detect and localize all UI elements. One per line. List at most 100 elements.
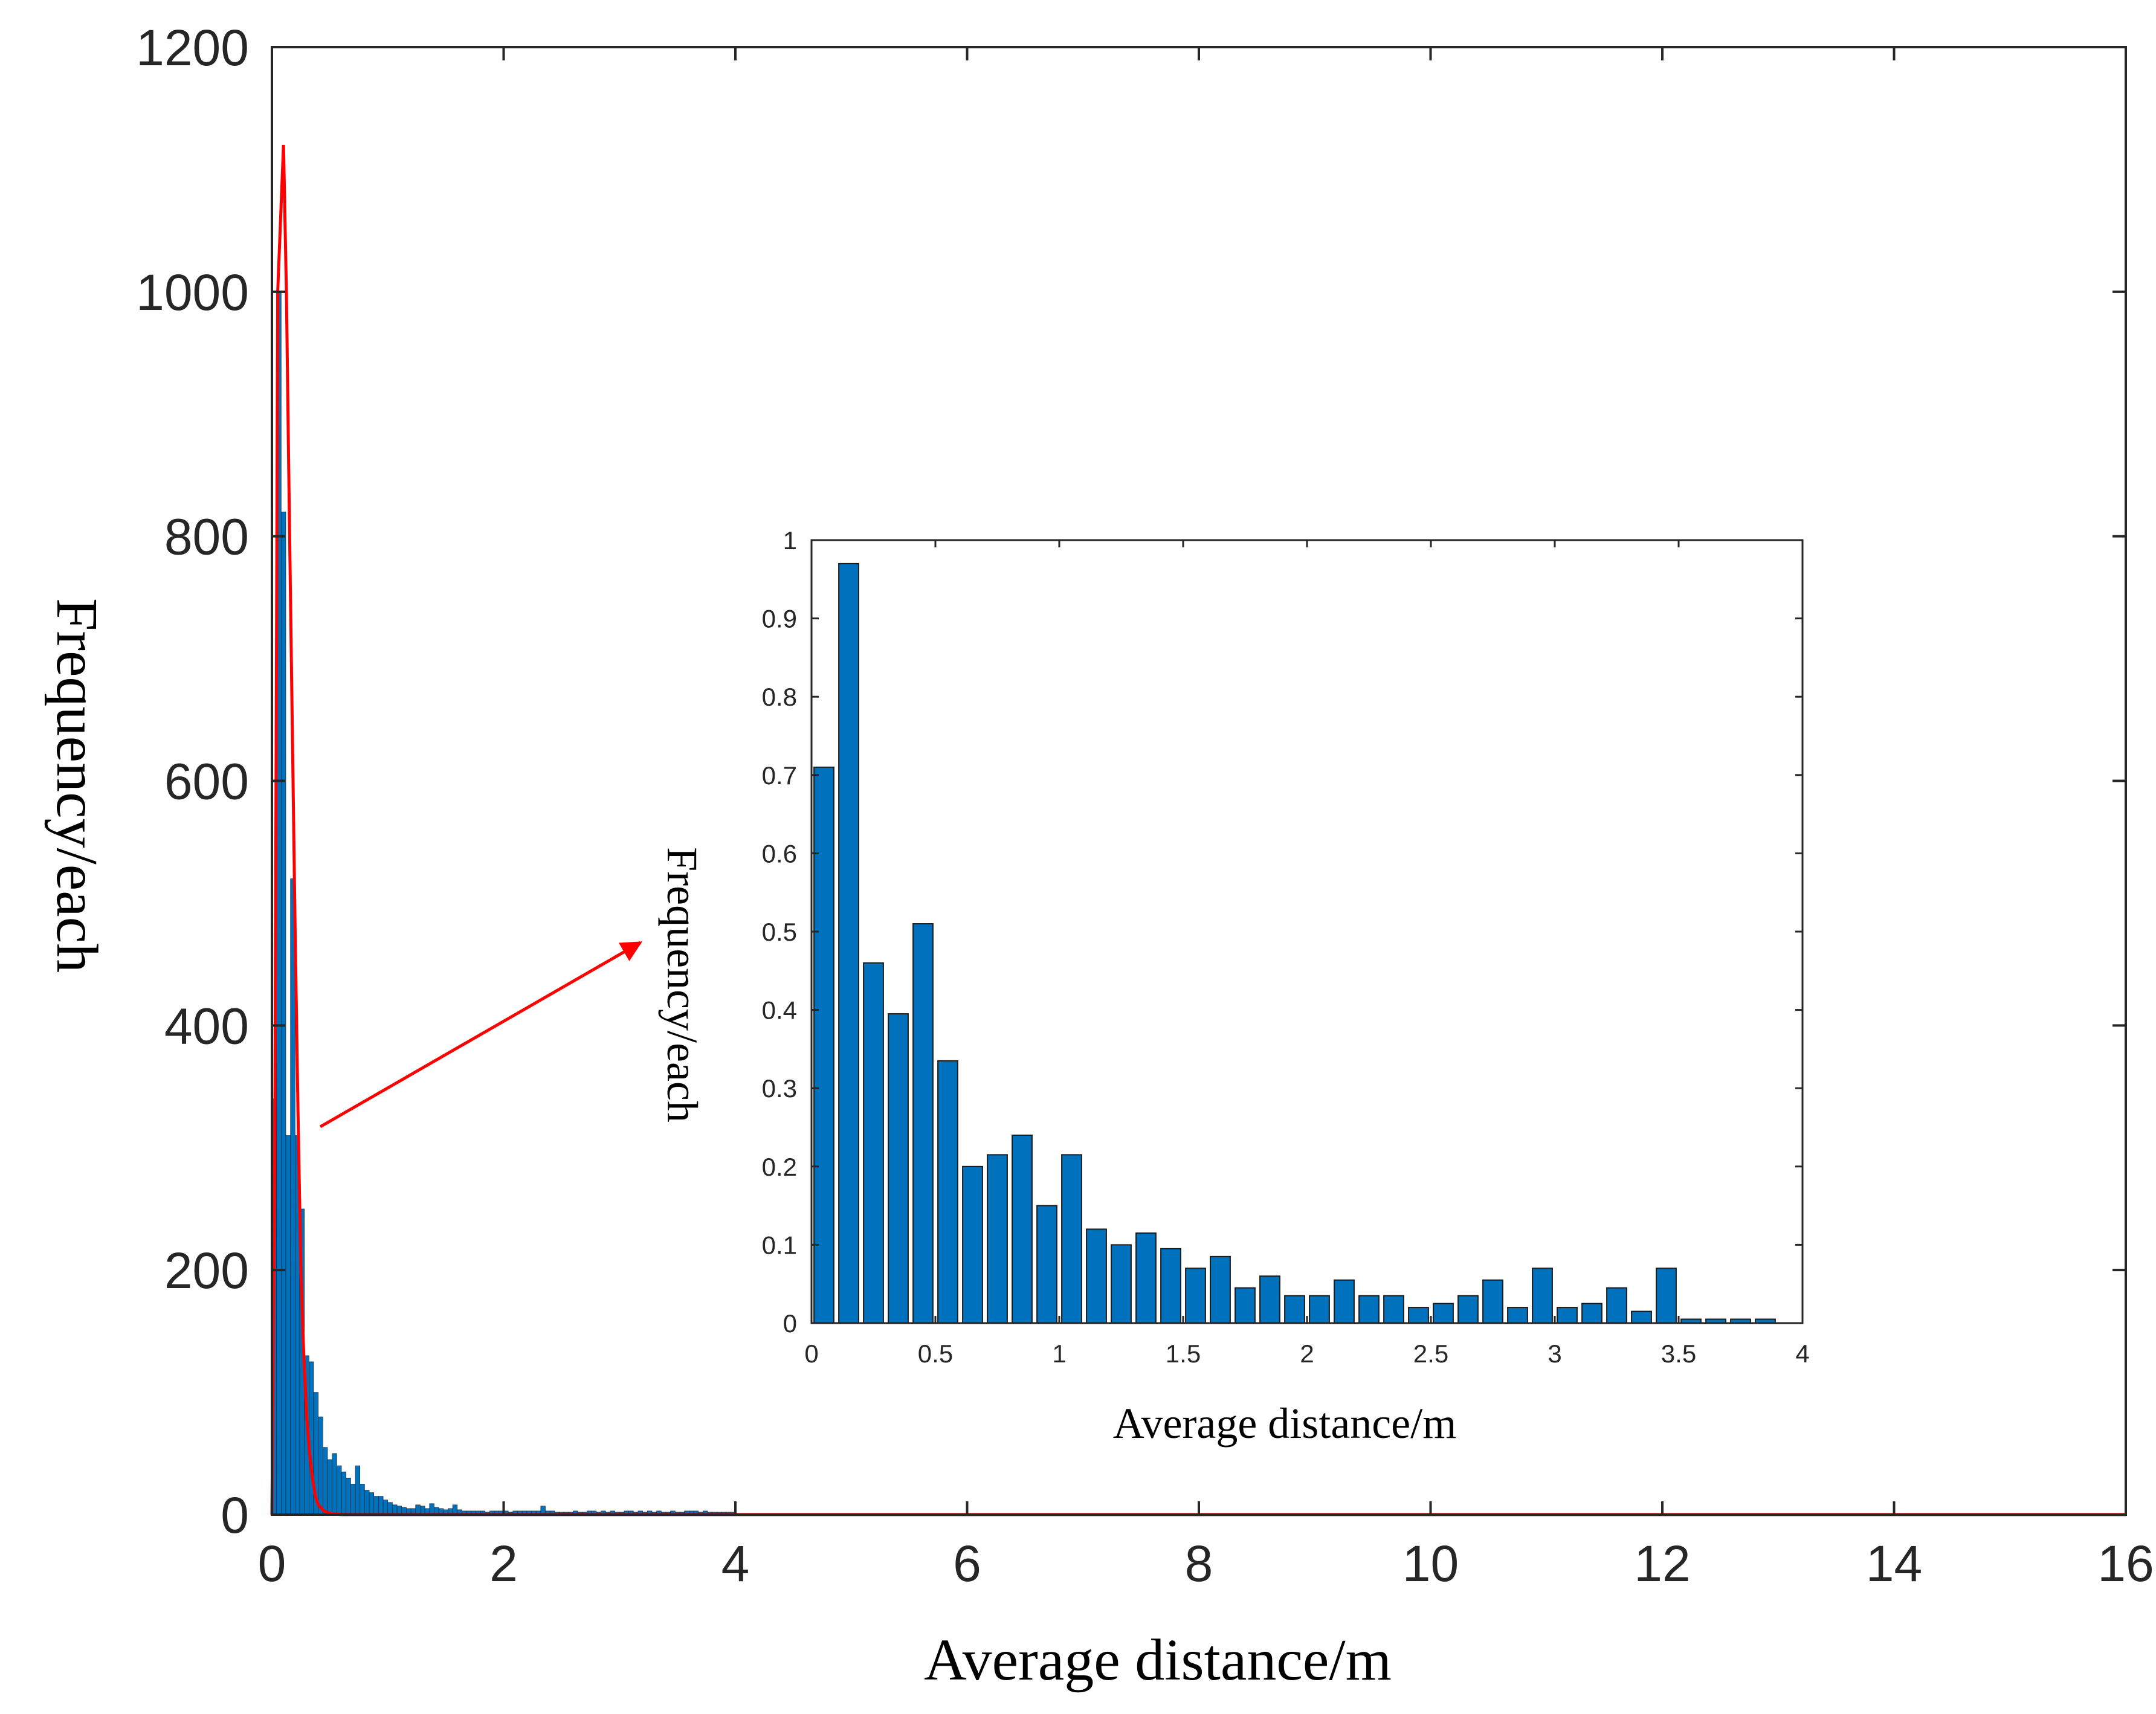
inset-x-axis-title: Average distance/m [1113, 1399, 1456, 1448]
inset-bar [1160, 1248, 1181, 1324]
inset-bar [1557, 1307, 1578, 1324]
inset-bar [1457, 1295, 1479, 1324]
inset-bar [1334, 1279, 1355, 1324]
inset-x-tick-label: 0.5 [918, 1339, 953, 1368]
inset-bar [1259, 1275, 1280, 1324]
main-x-tick-label: 0 [258, 1535, 286, 1592]
inset-y-tick-label: 0 [783, 1309, 797, 1338]
main-bar [332, 1453, 337, 1515]
inset-bar [838, 562, 859, 1324]
inset-bar [1482, 1279, 1503, 1324]
main-bar [350, 1484, 356, 1515]
callout-arrow [319, 941, 643, 1129]
main-x-tick-label: 16 [2097, 1535, 2154, 1592]
main-x-axis-title: Average distance/m [924, 1628, 1392, 1693]
main-bar [346, 1477, 351, 1515]
inset-y-tick-label: 0.2 [762, 1153, 797, 1181]
inset-y-tick-label: 0.9 [762, 605, 797, 633]
main-x-tick-label: 14 [1866, 1535, 1922, 1592]
inset-bar [962, 1165, 983, 1324]
main-y-tick-label: 600 [164, 753, 249, 810]
inset-bar [813, 766, 834, 1324]
inset-bar [1631, 1310, 1652, 1324]
main-x-tick-label: 4 [721, 1535, 750, 1592]
inset-bar [863, 962, 884, 1324]
inset-bar [1185, 1268, 1206, 1324]
main-x-tick-label: 10 [1402, 1535, 1459, 1592]
main-x-axis-ticks: 0 2 4 6 8 10 12 14 16 [258, 47, 2154, 1592]
main-bar [281, 511, 286, 1515]
inset-bar [1012, 1134, 1033, 1324]
main-bar [327, 1459, 333, 1515]
inset-y-tick-label: 0.4 [762, 996, 797, 1025]
inset-bar [987, 1154, 1008, 1324]
inset-x-tick-label: 2.5 [1413, 1339, 1448, 1368]
inset-bar [1036, 1205, 1057, 1324]
inset-bar [1532, 1268, 1553, 1324]
inset-bar [1408, 1307, 1429, 1324]
inset-bar [1135, 1232, 1157, 1324]
inset-y-tick-label: 0.3 [762, 1074, 797, 1103]
inset-y-tick-label: 0.6 [762, 839, 797, 868]
inset-bar [937, 1060, 958, 1324]
main-bar [341, 1471, 347, 1515]
inset-x-tick-label: 2 [1300, 1339, 1314, 1368]
inset-bar [1309, 1295, 1330, 1324]
inset-bar [1656, 1268, 1677, 1324]
inset-bar [1383, 1295, 1404, 1324]
inset-x-axis-ticks: 0 0.5 1 1.5 2 2.5 3 3.5 4 [804, 540, 1810, 1368]
inset-bar [1235, 1287, 1256, 1324]
inset-y-tick-label: 0.7 [762, 761, 797, 790]
inset-bar [1210, 1255, 1231, 1324]
main-bar [318, 1416, 323, 1515]
main-y-tick-label: 800 [164, 509, 249, 565]
inset-bar [1358, 1295, 1380, 1324]
inset-x-tick-label: 1 [1052, 1339, 1066, 1368]
inset-y-tick-label: 0.5 [762, 918, 797, 946]
main-bar [337, 1465, 342, 1515]
main-y-tick-label: 400 [164, 997, 249, 1054]
main-bar [429, 1503, 434, 1515]
inset-y-tick-label: 0.8 [762, 683, 797, 711]
inset-y-axis-ticks: 0 0.1 0.2 0.3 0.4 0.5 0.6 0.7 0.8 0.9 1 [762, 526, 1803, 1338]
main-bar [382, 1500, 389, 1515]
main-bar [387, 1502, 393, 1515]
inset-bar [1507, 1307, 1528, 1324]
main-y-axis-title: Frequency/each [44, 598, 109, 973]
inset-bar [1086, 1228, 1107, 1324]
inset-bar [1581, 1303, 1602, 1324]
inset-bar [1284, 1295, 1305, 1324]
inset-bars [813, 562, 1776, 1324]
main-y-tick-label: 1200 [136, 19, 249, 76]
main-bar [323, 1447, 328, 1515]
main-y-tick-label: 0 [221, 1487, 249, 1544]
main-x-tick-label: 2 [489, 1535, 518, 1592]
main-bar [360, 1484, 365, 1515]
inset-bar [1606, 1287, 1627, 1324]
main-bar [285, 1135, 291, 1515]
main-bar [364, 1490, 370, 1515]
inset-background [812, 540, 1803, 1323]
inset-x-tick-label: 3 [1548, 1339, 1561, 1368]
inset-histogram: 0 0.5 1 1.5 2 2.5 3 3.5 4 0 0.1 0.2 0.3 0.4 0.5 0.6 0.7… [658, 526, 1810, 1448]
main-bar [369, 1492, 375, 1515]
inset-x-tick-label: 4 [1795, 1339, 1809, 1368]
main-bar [355, 1465, 361, 1515]
main-bar [373, 1496, 379, 1515]
inset-bar [912, 923, 934, 1324]
main-x-tick-label: 12 [1634, 1535, 1690, 1592]
inset-y-tick-label: 0.1 [762, 1231, 797, 1259]
main-x-tick-label: 6 [953, 1535, 981, 1592]
inset-x-tick-label: 3.5 [1661, 1339, 1696, 1368]
inset-y-tick-label: 1 [783, 526, 797, 555]
main-y-tick-label: 1000 [136, 264, 249, 321]
inset-x-tick-label: 0 [804, 1339, 818, 1368]
inset-bar [1433, 1303, 1454, 1324]
main-bar [378, 1496, 384, 1515]
inset-x-tick-label: 1.5 [1166, 1339, 1201, 1368]
inset-y-axis-title: Frequency/each [658, 847, 706, 1123]
